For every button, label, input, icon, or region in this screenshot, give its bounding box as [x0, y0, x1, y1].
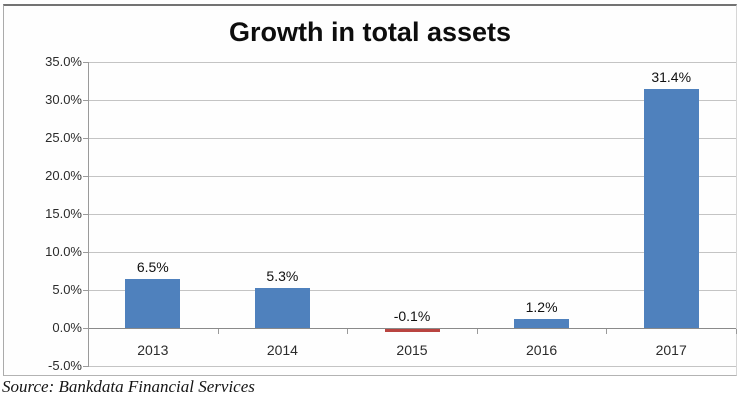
gridline: [88, 252, 736, 253]
category-label-2014: 2014: [266, 342, 298, 358]
y-axis-tick: [83, 62, 89, 63]
gridline: [88, 366, 736, 367]
y-axis-label: -5.0%: [48, 358, 82, 373]
value-label-2013: 6.5%: [136, 258, 169, 275]
x-axis-tick: [476, 329, 478, 334]
x-axis-tick: [88, 329, 89, 334]
category-label-2015: 2015: [396, 342, 428, 358]
bar-2013: [125, 278, 181, 328]
y-axis-label: 15.0%: [45, 206, 82, 221]
gridline: [88, 214, 736, 215]
x-axis-tick: [606, 329, 608, 334]
bar-2017: [643, 89, 699, 328]
y-axis-tick: [83, 328, 89, 329]
x-axis-tick: [347, 329, 349, 334]
x-axis-line: [88, 328, 736, 329]
gridline: [88, 62, 736, 63]
gridline: [88, 176, 736, 177]
y-axis-label: 10.0%: [45, 244, 82, 259]
value-label-2016: 1.2%: [525, 298, 558, 315]
x-axis-tick: [217, 329, 219, 334]
y-axis-tick: [83, 214, 89, 215]
category-label-2013: 2013: [137, 342, 169, 358]
chart-title: Growth in total assets: [228, 17, 512, 47]
y-axis-tick: [83, 290, 89, 291]
y-axis-label: 5.0%: [52, 282, 82, 297]
y-axis-tick: [83, 100, 89, 101]
value-label-2015: -0.1%: [393, 308, 431, 324]
bar-2016: [514, 318, 570, 328]
source-caption: Source: Bankdata Financial Services: [2, 377, 255, 396]
gridline: [88, 100, 736, 101]
value-label-2017: 31.4%: [651, 69, 692, 86]
y-axis-label: 20.0%: [45, 168, 82, 183]
y-axis-label: 35.0%: [45, 54, 82, 69]
y-axis-line: [88, 62, 89, 366]
category-label-2016: 2016: [526, 342, 558, 358]
y-axis-tick: [83, 176, 89, 177]
chart-frame: Growth in total assets 35.0% 30.0% 25.0% 20…: [3, 4, 737, 376]
y-axis-tick: [83, 366, 89, 367]
y-axis-label: 0.0%: [52, 320, 82, 335]
value-label-2014: 5.3%: [266, 267, 299, 284]
y-axis-tick: [83, 138, 89, 139]
plot-area: 35.0% 30.0% 25.0% 20.0% 15.0% 10.0% 5.0% 0.0% -5…: [45, 54, 737, 373]
gridline: [88, 138, 736, 139]
y-axis-label: 25.0%: [45, 130, 82, 145]
y-axis-tick: [83, 252, 89, 253]
gridline: [88, 290, 736, 291]
bar-2014: [254, 287, 310, 328]
category-label-2017: 2017: [655, 342, 687, 358]
bar-2015: [384, 329, 440, 332]
y-axis-label: 30.0%: [45, 92, 82, 107]
x-axis-tick: [736, 329, 737, 334]
